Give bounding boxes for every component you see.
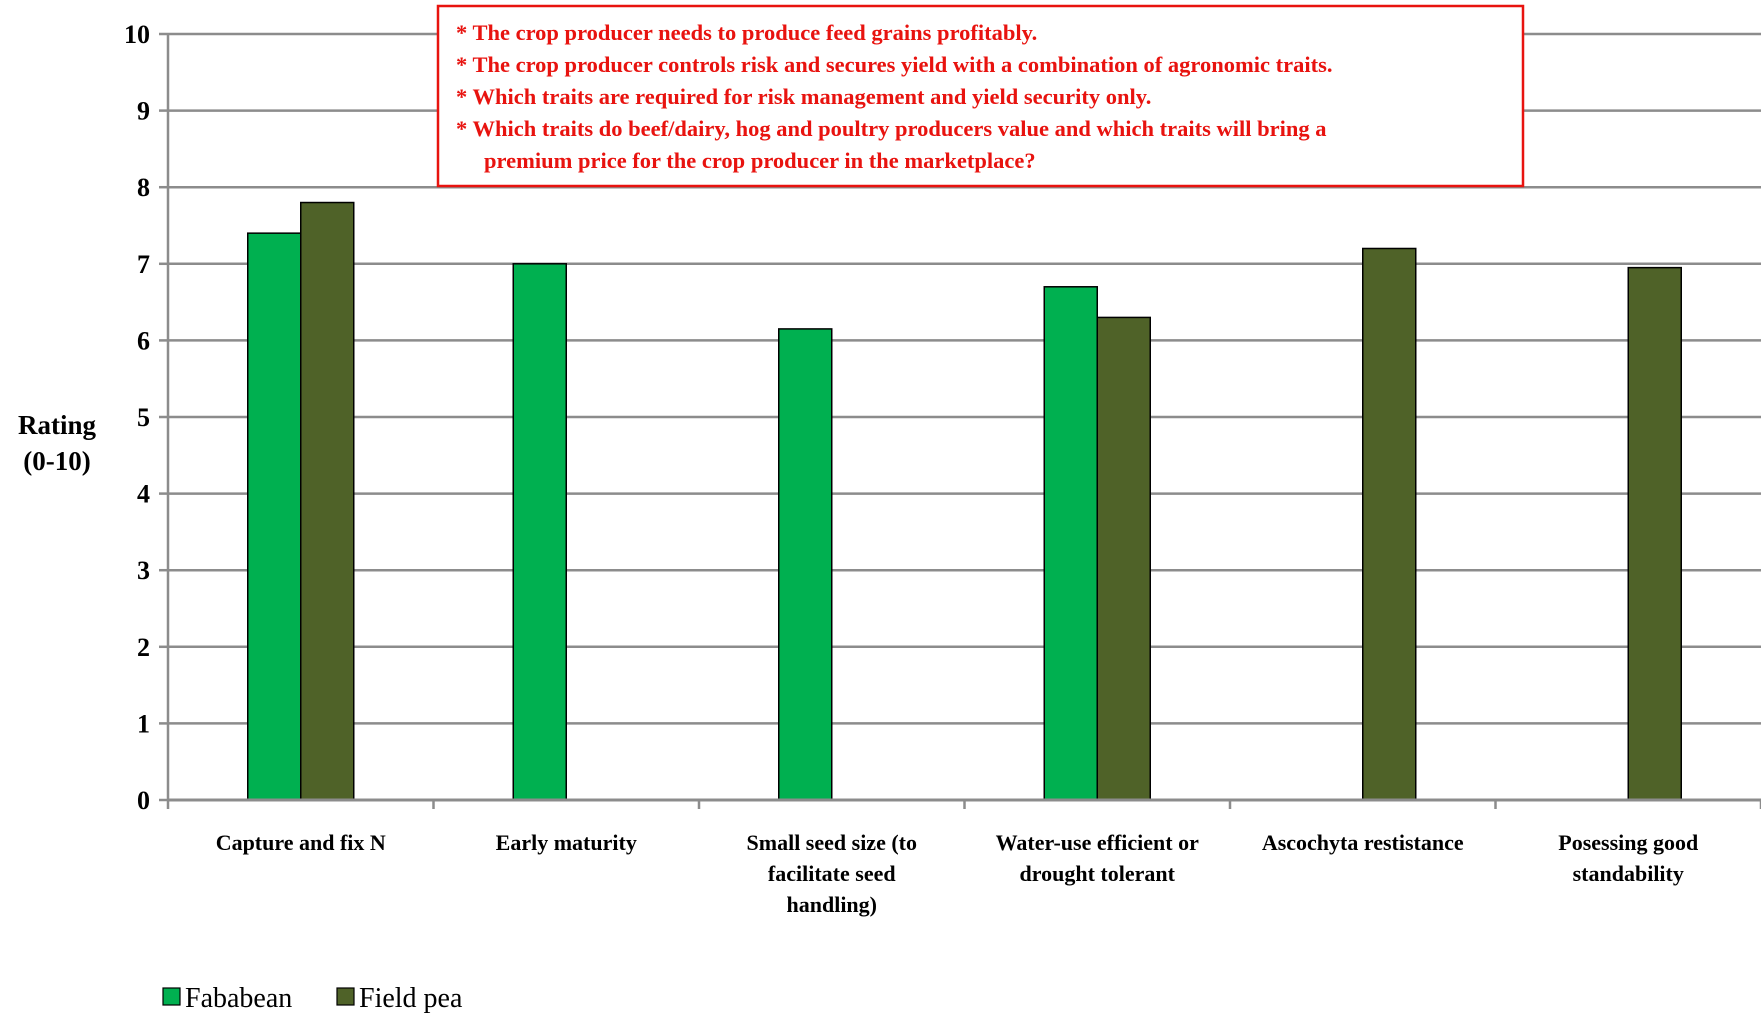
y-tick-label: 6 — [137, 326, 150, 355]
legend-label: Field pea — [359, 983, 463, 1014]
annotation-line: * The crop producer controls risk and se… — [456, 52, 1332, 77]
annotation-box-border — [436, 4, 1525, 188]
annotation-line: * Which traits do beef/dairy, hog and po… — [456, 116, 1327, 141]
bar-field-pea — [300, 201, 355, 801]
category-label: Water-use efficient or drought tolerant — [996, 830, 1199, 886]
annotation-line: * The crop producer needs to produce fee… — [456, 20, 1037, 45]
category-label-line: Posessing good — [1558, 830, 1698, 855]
y-tick-label: 9 — [137, 97, 150, 126]
y-tick-label: 0 — [137, 786, 150, 815]
category-label: Posessing good standability — [1558, 830, 1698, 886]
bar-field-pea — [1627, 266, 1682, 801]
y-tick-label: 3 — [137, 556, 150, 585]
legend: Fababean Field pea — [162, 983, 463, 1014]
bar-fababean — [778, 328, 833, 801]
annotation-box: * The crop producer needs to produce fee… — [436, 4, 1525, 188]
category-label-line: facilitate seed — [768, 861, 896, 886]
category-label-line: drought tolerant — [1020, 861, 1176, 886]
category-label: Early maturity — [496, 830, 637, 855]
y-tick-label: 1 — [137, 709, 150, 738]
legend-label: Fababean — [185, 983, 292, 1014]
category-label-line: handling) — [787, 892, 878, 917]
legend-swatch — [162, 987, 181, 1006]
annotation-line: * Which traits are required for risk man… — [456, 84, 1151, 109]
category-label-line: Small seed size (to — [747, 830, 917, 855]
legend-swatch — [336, 987, 355, 1006]
bars — [247, 201, 1682, 801]
y-axis-title-line: Rating — [18, 410, 97, 440]
y-tick-label: 2 — [137, 633, 150, 662]
y-axis-title: Rating (0-10) — [18, 410, 97, 476]
bar-fababean — [247, 232, 302, 801]
category-label-line: Ascochyta restistance — [1262, 830, 1464, 855]
y-tick-label: 7 — [137, 250, 150, 279]
category-label: Small seed size (to facilitate seed handli… — [747, 830, 917, 917]
annotation-line: premium price for the crop producer in t… — [484, 148, 1036, 173]
category-label-line: Capture and fix N — [216, 830, 386, 855]
y-axis-label: Rating (0-10) — [18, 410, 97, 476]
y-axis-title-line: (0-10) — [23, 446, 90, 476]
category-label: Capture and fix N — [216, 830, 386, 855]
x-axis — [166, 798, 1761, 809]
bar-fababean — [1043, 286, 1098, 801]
category-labels: Capture and fix N Early maturity Small see… — [216, 830, 1699, 917]
y-tick-label: 8 — [137, 173, 150, 202]
bar-field-pea — [1362, 247, 1417, 801]
bar-fababean — [512, 263, 567, 801]
category-label-line: Early maturity — [496, 830, 637, 855]
y-tick-label: 5 — [137, 403, 150, 432]
category-label-line: standability — [1573, 861, 1684, 886]
category-label: Ascochyta restistance — [1262, 830, 1464, 855]
category-label-line: Water-use efficient or — [996, 830, 1199, 855]
bar-field-pea — [1096, 316, 1151, 801]
y-tick-labels: 0 1 2 3 4 5 6 7 8 9 10 — [124, 20, 150, 815]
y-tick-label: 10 — [124, 20, 150, 49]
y-tick-label: 4 — [137, 480, 150, 509]
